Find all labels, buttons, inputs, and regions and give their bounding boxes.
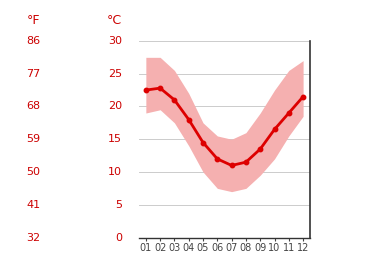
Text: 77: 77: [26, 69, 40, 79]
Text: 0: 0: [115, 233, 122, 242]
Text: 86: 86: [26, 36, 40, 46]
Text: 10: 10: [108, 167, 122, 177]
Text: 41: 41: [26, 200, 40, 210]
Text: 30: 30: [108, 36, 122, 46]
Text: 59: 59: [26, 134, 40, 144]
Text: 20: 20: [108, 102, 122, 111]
Text: °C: °C: [107, 14, 122, 27]
Text: 5: 5: [115, 200, 122, 210]
Text: 15: 15: [108, 134, 122, 144]
Text: 32: 32: [26, 233, 40, 242]
Text: 68: 68: [26, 102, 40, 111]
Text: °F: °F: [27, 14, 40, 27]
Text: 25: 25: [108, 69, 122, 79]
Text: 50: 50: [26, 167, 40, 177]
